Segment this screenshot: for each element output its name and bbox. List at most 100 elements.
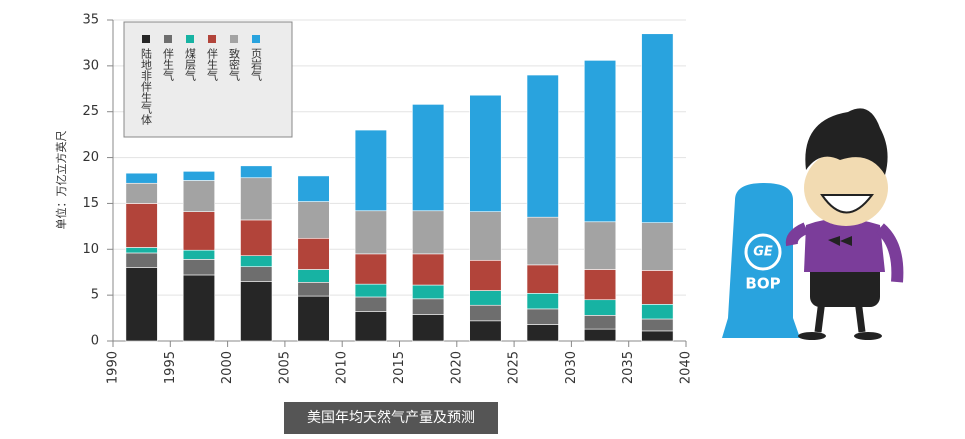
bar-segment	[297, 201, 330, 239]
bar-segment	[469, 304, 502, 322]
y-tick-label: 35	[82, 13, 99, 28]
bar-segment	[182, 180, 216, 212]
pillar	[722, 183, 800, 338]
bar-segment	[412, 298, 445, 315]
x-tick-label: 2040	[679, 351, 694, 384]
y-tick-label: 5	[91, 288, 99, 303]
x-tick-label: 2035	[621, 351, 636, 384]
bar-segment	[583, 60, 617, 223]
legend-label: 页岩气	[250, 48, 263, 81]
bar-segment	[641, 270, 674, 305]
bar-segment	[583, 328, 617, 342]
bar-segment	[526, 293, 559, 310]
bar-segment	[240, 281, 273, 342]
bar-segment	[297, 269, 330, 283]
x-tick-label: 2025	[507, 351, 522, 384]
x-tick-label: 1995	[163, 351, 178, 384]
bar-segment	[182, 259, 216, 276]
bar-segment	[641, 33, 674, 223]
bar-segment	[297, 237, 330, 270]
bar-segment	[182, 211, 216, 251]
bar-segment	[240, 219, 273, 257]
bar-segment	[297, 295, 330, 342]
bar-segment	[469, 94, 502, 212]
bar-segment	[641, 318, 674, 332]
bar-segment	[412, 104, 445, 212]
bar-segment	[182, 171, 216, 181]
y-tick-label: 25	[82, 104, 99, 119]
legend-swatch	[142, 35, 150, 43]
illustration: GE BOP	[722, 108, 904, 340]
legend-label: 致密气	[228, 47, 241, 81]
y-tick-label: 30	[82, 58, 99, 73]
bar-segment	[182, 249, 216, 260]
mouth	[820, 194, 874, 214]
bar-segment	[526, 308, 559, 325]
legend-swatch	[186, 35, 194, 43]
shirt	[804, 218, 885, 272]
legend-label: 伴生气	[162, 48, 175, 81]
legend-swatch	[208, 35, 216, 43]
legend-label: 陆地非伴生气体	[140, 47, 153, 125]
bar-segment	[526, 324, 559, 342]
shoe	[798, 332, 826, 340]
leg	[854, 299, 866, 333]
bar-segment	[182, 274, 216, 342]
bar-segment	[412, 210, 445, 255]
bar-segment	[641, 222, 674, 271]
bar-segment	[583, 299, 617, 316]
bar-segment	[354, 210, 387, 255]
y-tick-label: 0	[91, 334, 99, 349]
bar-segment	[125, 172, 158, 184]
bowtie	[828, 236, 852, 246]
bar-segment	[583, 221, 617, 270]
bar-segment	[297, 175, 330, 202]
bar-segment	[125, 247, 158, 254]
caption-box	[284, 402, 498, 434]
bar-segment	[412, 284, 445, 300]
bar-segment	[354, 296, 387, 312]
face	[804, 150, 888, 226]
shoe	[854, 332, 882, 340]
bar-segment	[354, 253, 387, 285]
bar-segment	[354, 283, 387, 298]
legend-label: 伴生气	[206, 48, 219, 81]
bar-segment	[583, 269, 617, 301]
x-tick-label: 2015	[392, 351, 407, 384]
y-tick-label: 15	[82, 196, 99, 211]
bar-segment	[240, 266, 273, 282]
y-tick-label: 20	[82, 150, 99, 165]
pillar-text: BOP	[745, 275, 780, 293]
bar-segment	[526, 74, 559, 218]
logo: GE	[753, 245, 773, 260]
bar-segment	[641, 304, 674, 320]
x-tick-label: 2010	[335, 351, 350, 384]
bar-segment	[526, 264, 559, 294]
bar-segment	[125, 252, 158, 268]
bar-segment	[240, 165, 273, 179]
bar-segment	[354, 311, 387, 342]
bar-segment	[125, 182, 158, 204]
x-tick-label: 2000	[220, 351, 235, 384]
bar-segment	[240, 255, 273, 268]
bar-segment	[469, 211, 502, 261]
bar-segment	[641, 330, 674, 342]
hair	[805, 108, 888, 175]
bar-segment	[125, 267, 158, 342]
arm	[875, 223, 904, 283]
trousers	[810, 262, 880, 307]
x-tick-label: 1990	[106, 351, 121, 384]
x-tick-label: 2020	[449, 351, 464, 384]
legend-swatch	[230, 35, 238, 43]
y-tick-label: 10	[82, 242, 99, 257]
bar-segment	[469, 259, 502, 291]
bar-segment	[297, 282, 330, 297]
bar-segment	[526, 216, 559, 266]
x-tick-label: 2030	[564, 351, 579, 384]
bar-segment	[240, 177, 273, 221]
bar-segment	[412, 314, 445, 342]
bar-segment	[469, 320, 502, 342]
logo-ring	[744, 233, 782, 271]
